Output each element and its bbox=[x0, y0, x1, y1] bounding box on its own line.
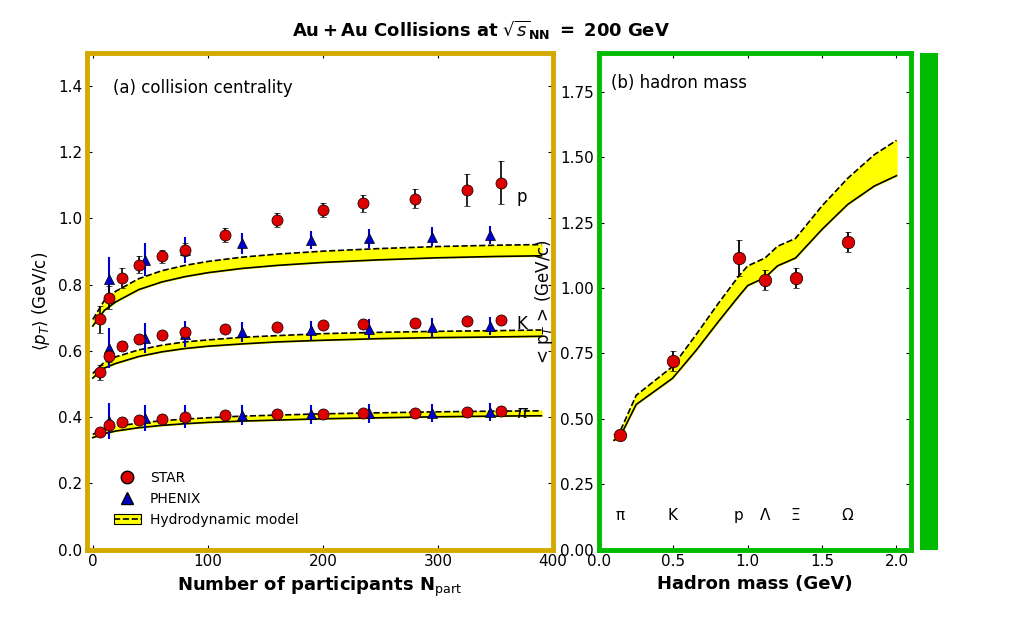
Text: π: π bbox=[615, 509, 624, 524]
Text: (b) hadron mass: (b) hadron mass bbox=[611, 74, 746, 92]
X-axis label: Hadron mass (GeV): Hadron mass (GeV) bbox=[657, 575, 853, 593]
Legend: STAR, PHENIX, Hydrodynamic model: STAR, PHENIX, Hydrodynamic model bbox=[108, 466, 304, 533]
Text: p: p bbox=[733, 509, 743, 524]
Text: Ξ: Ξ bbox=[791, 509, 801, 524]
Text: p: p bbox=[516, 188, 526, 206]
Text: (a) collision centrality: (a) collision centrality bbox=[114, 79, 293, 97]
Text: Ω: Ω bbox=[842, 509, 854, 524]
Y-axis label: $\langle p_T \rangle$ (GeV/c): $\langle p_T \rangle$ (GeV/c) bbox=[31, 252, 52, 351]
Y-axis label: < p$_T$ > (GeV/c): < p$_T$ > (GeV/c) bbox=[532, 238, 555, 364]
Text: Λ: Λ bbox=[760, 509, 770, 524]
Text: K: K bbox=[668, 509, 678, 524]
Text: $\mathbf{Au + Au\ Collisions\ at\ \sqrt{\mathit{s}}_{NN}\ =\ 200\ GeV}$: $\mathbf{Au + Au\ Collisions\ at\ \sqrt{… bbox=[292, 19, 671, 42]
X-axis label: Number of participants N$_{\rm part}$: Number of participants N$_{\rm part}$ bbox=[177, 575, 463, 599]
Text: K: K bbox=[516, 315, 527, 333]
Text: $\pi$: $\pi$ bbox=[516, 404, 529, 422]
Text: //star/flow/v2summary/hydro_mpt_200gev//: //star/flow/v2summary/hydro_mpt_200gev// bbox=[928, 217, 936, 386]
